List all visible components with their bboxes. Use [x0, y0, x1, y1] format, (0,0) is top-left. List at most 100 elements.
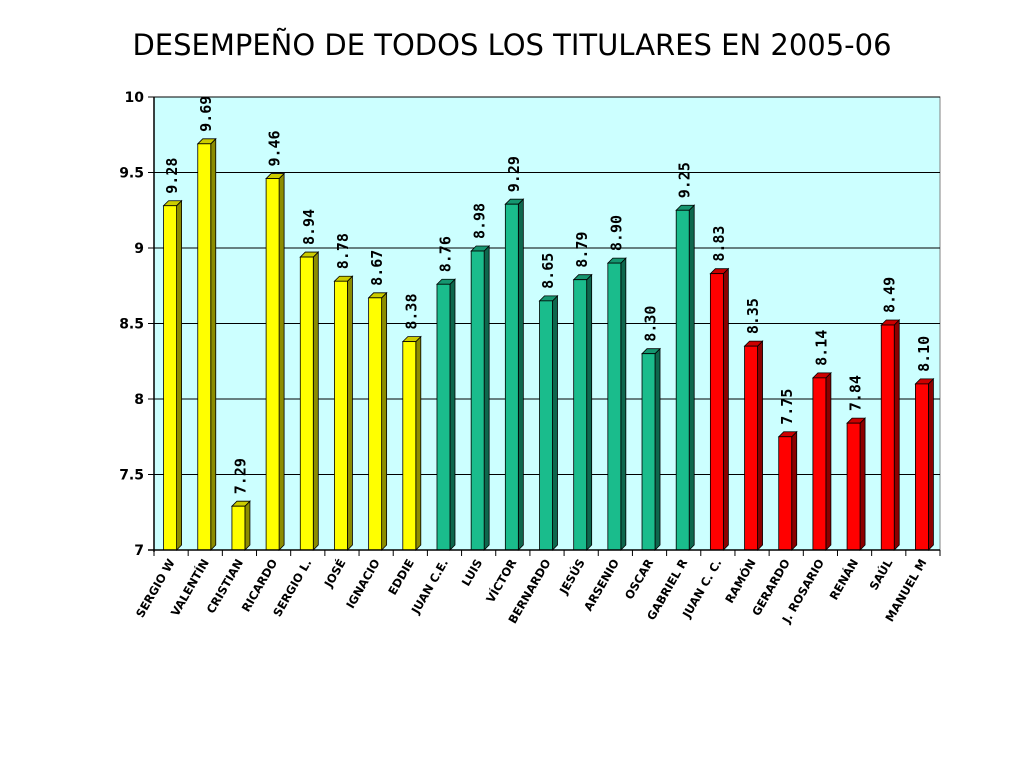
x-tick-label: SAÚL [866, 555, 896, 592]
data-label: 8.90 [607, 215, 625, 251]
bar [504, 198, 525, 551]
bar [880, 319, 901, 551]
bar-side [825, 371, 832, 551]
bar-side [757, 340, 763, 551]
bar-side [347, 275, 353, 551]
bar-side [312, 251, 319, 551]
bar-front [163, 205, 177, 551]
bar-side [278, 172, 285, 551]
y-tick-label: 9 [134, 241, 144, 257]
bars [162, 137, 935, 551]
bar-side [928, 377, 934, 551]
x-tick-label: ARSENIO [581, 556, 622, 613]
data-label: 8.94 [300, 209, 318, 245]
data-label: 7.84 [847, 375, 865, 411]
bar [709, 267, 730, 551]
data-label: 8.14 [812, 330, 830, 366]
bar [572, 273, 593, 551]
bar [777, 430, 798, 551]
bar-front [744, 345, 758, 551]
bar [299, 251, 320, 551]
bar-front [334, 280, 348, 551]
bar-side [893, 319, 900, 551]
bar-side [722, 267, 729, 551]
bar-side [483, 245, 490, 551]
bar [846, 417, 867, 551]
bar-side [210, 137, 217, 551]
bar [606, 257, 627, 551]
bar-side [859, 417, 866, 551]
data-label: 9.29 [505, 156, 523, 192]
bar-side [552, 294, 558, 551]
bar-front [778, 436, 793, 551]
data-label: 9.46 [266, 130, 284, 166]
y-tick-label: 7.5 [119, 468, 144, 484]
data-label: 8.67 [368, 250, 386, 286]
bar [162, 199, 183, 551]
bar [914, 377, 935, 551]
data-label: 7.75 [778, 389, 796, 425]
data-label: 8.30 [642, 306, 660, 342]
bar-front [880, 324, 895, 551]
bar [196, 137, 217, 551]
bar-front [197, 143, 212, 551]
bar-front [299, 256, 314, 551]
bar-front [470, 250, 485, 551]
bar-front [641, 353, 656, 551]
bar-front [231, 505, 246, 551]
bar-front [402, 341, 417, 551]
data-label: 8.76 [436, 236, 454, 272]
data-label: 8.79 [573, 232, 591, 268]
bar [811, 371, 832, 551]
data-label: 8.98 [471, 203, 489, 239]
bar-front [709, 273, 724, 551]
bar [367, 291, 388, 551]
x-tick-label: VÍCTOR [482, 556, 519, 605]
data-labels: 9.28 9.69 7.29 9.46 8.94 8.78 8.67 8.38 8.76 8.98… [163, 96, 933, 495]
y-tick-label: 7 [134, 543, 144, 559]
x-tick-label: OSCAR [622, 556, 656, 601]
bar [436, 278, 456, 551]
bar-side [586, 273, 593, 551]
bar [641, 347, 661, 551]
x-tick-label: IGNACIO [343, 556, 383, 611]
x-tick-label: RENÁN [826, 556, 861, 602]
y-tick-label: 10 [125, 90, 145, 106]
bar-side [620, 257, 627, 551]
y-tick-label: 8.5 [119, 317, 144, 333]
x-tick-label: LUIS [459, 557, 486, 589]
bar-front [436, 283, 451, 551]
bar [265, 172, 286, 551]
data-label: 8.10 [915, 336, 933, 372]
bar-side [244, 500, 251, 551]
bar-side [449, 278, 456, 551]
chart-title: DESEMPEÑO DE TODOS LOS TITULARES EN 2005… [132, 28, 892, 62]
data-label: 8.83 [710, 226, 728, 262]
bar-front [812, 377, 827, 551]
data-label: 9.25 [676, 162, 694, 198]
bar-front [573, 279, 588, 551]
bar-front [368, 297, 383, 551]
bar-front [607, 262, 622, 551]
bar [470, 245, 491, 551]
bar-front [504, 203, 519, 551]
data-label: 8.65 [539, 253, 557, 289]
bar [230, 500, 251, 551]
bar-side [791, 430, 798, 551]
bar-front [675, 209, 690, 551]
bar [401, 335, 422, 551]
bar-front [915, 383, 929, 551]
x-tick-label: RAMÓN [721, 556, 758, 606]
bar [743, 340, 764, 551]
bar-front [539, 300, 553, 551]
x-tick-label: JOSÉ [320, 556, 349, 591]
data-label: 8.38 [402, 293, 420, 329]
y-tick-label: 9.5 [119, 166, 144, 182]
bar-side [517, 198, 524, 551]
bar [538, 294, 559, 551]
bar-side [688, 204, 695, 551]
y-axis-ticks: 7 7.5 8 8.5 9 9.5 10 [119, 90, 154, 559]
x-tick-label: JESÚS [555, 556, 588, 597]
